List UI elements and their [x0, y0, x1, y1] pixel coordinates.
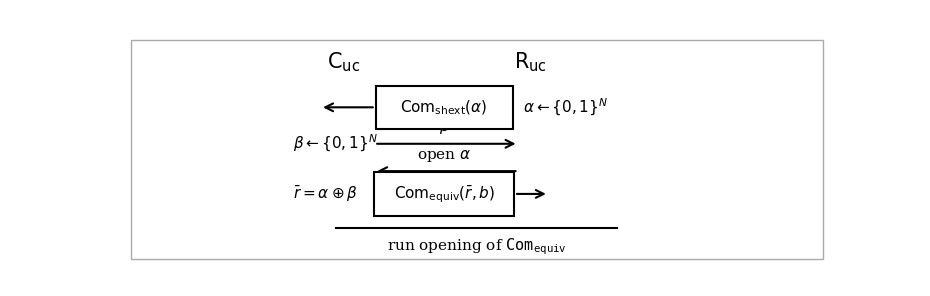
FancyBboxPatch shape [130, 40, 822, 259]
FancyBboxPatch shape [376, 86, 512, 129]
Text: $\mathsf{R}_{\mathsf{uc}}$: $\mathsf{R}_{\mathsf{uc}}$ [514, 50, 547, 73]
Text: $\bar{r} = \alpha \oplus \beta$: $\bar{r} = \alpha \oplus \beta$ [293, 184, 358, 204]
FancyBboxPatch shape [374, 172, 514, 215]
Text: $\beta \leftarrow \{0,1\}^N$: $\beta \leftarrow \{0,1\}^N$ [293, 133, 378, 154]
Text: $\alpha \leftarrow \{0,1\}^N$: $\alpha \leftarrow \{0,1\}^N$ [524, 97, 609, 118]
Text: $\mathrm{Com}_{\mathrm{equiv}}(\bar{r}, b)$: $\mathrm{Com}_{\mathrm{equiv}}(\bar{r}, … [393, 183, 495, 205]
Text: $\mathsf{C}_{\mathsf{uc}}$: $\mathsf{C}_{\mathsf{uc}}$ [326, 50, 360, 73]
Text: run opening of $\mathtt{Com}_{\mathtt{equiv}}$: run opening of $\mathtt{Com}_{\mathtt{eq… [387, 236, 566, 257]
Text: $\mathrm{Com}_{\mathrm{shext}}(\alpha)$: $\mathrm{Com}_{\mathrm{shext}}(\alpha)$ [401, 98, 488, 117]
Text: open $\alpha$: open $\alpha$ [417, 148, 472, 164]
Text: $\beta$: $\beta$ [439, 117, 450, 136]
